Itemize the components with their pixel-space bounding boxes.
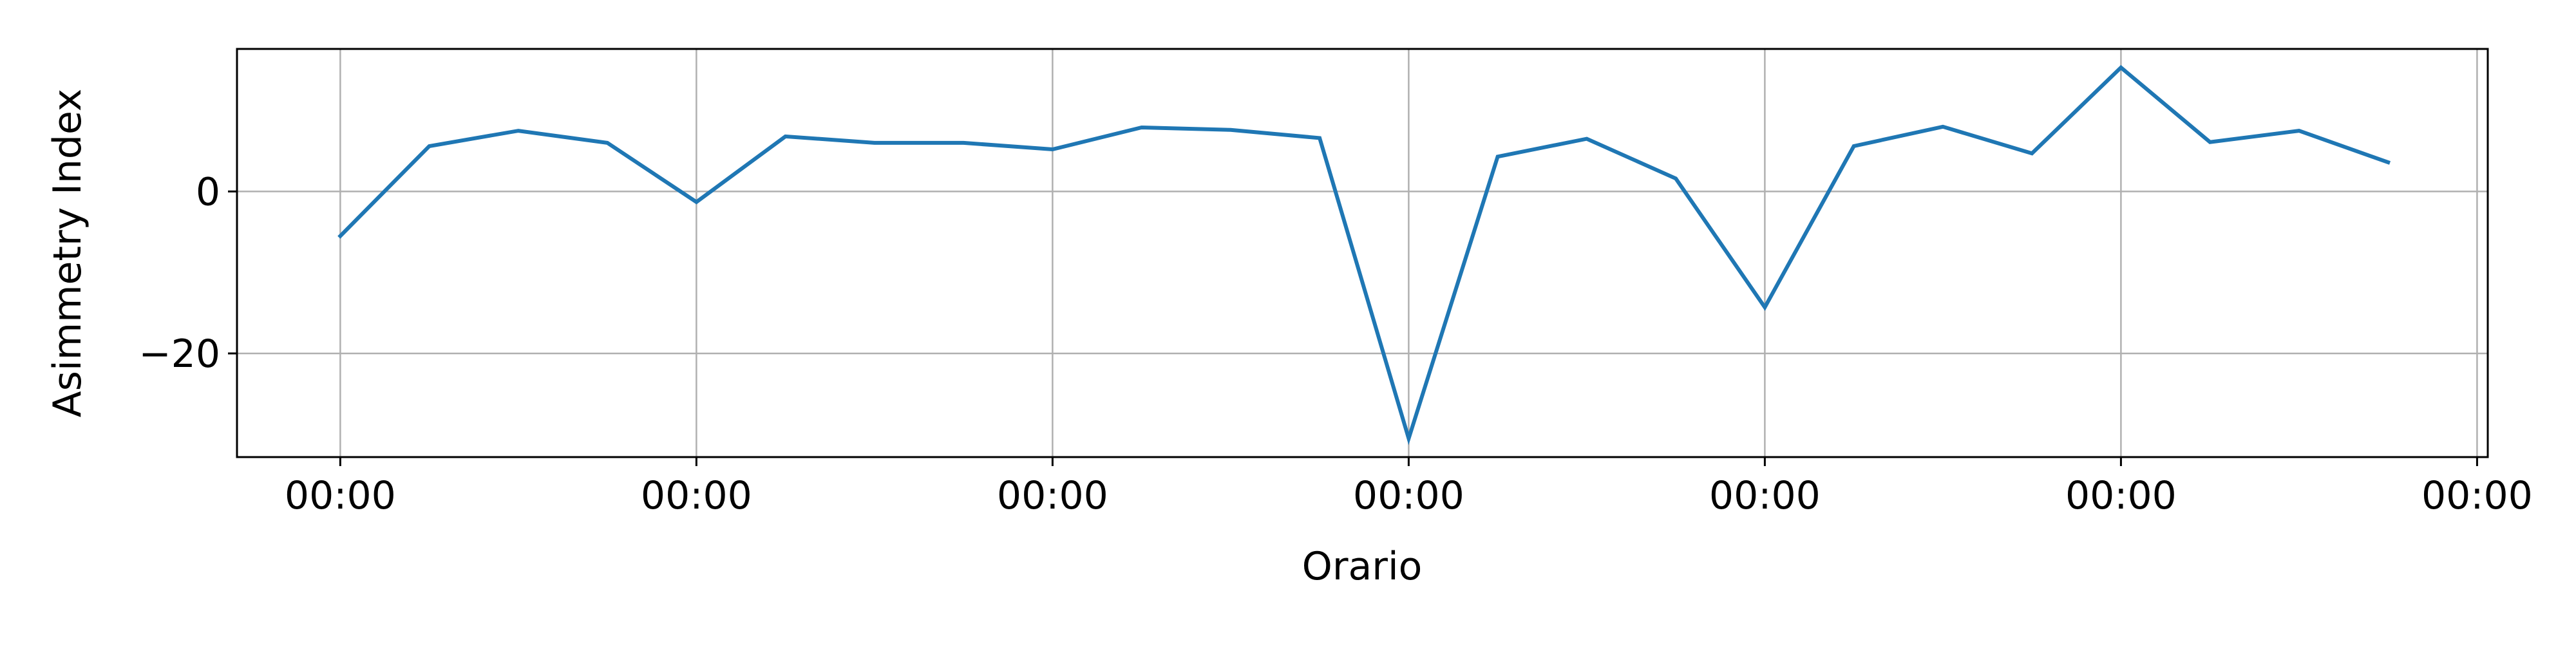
x-tick-label: 00:00 [1709,473,1821,518]
x-tick-label: 00:00 [285,473,396,518]
y-tick-label: −20 [138,332,220,377]
plot-frame [236,48,2489,458]
x-tick-label: 00:00 [641,473,752,518]
x-tick-label: 00:00 [2065,473,2177,518]
x-tick-label: 00:00 [997,473,1108,518]
y-axis: 0 −20 [138,169,237,377]
grid [237,49,2488,457]
x-tick-label: 00:00 [1353,473,1464,518]
y-tick-label: 0 [196,169,220,214]
series-layer [337,64,2391,445]
x-axis-label: Orario [1302,544,1423,589]
series-line [337,64,2391,445]
y-axis-label: Asimmetry Index [45,89,90,418]
x-tick-label: 00:00 [2421,473,2533,518]
x-axis: 00:00 00:00 00:00 00:00 00:00 00:00 00:00 [285,457,2533,518]
